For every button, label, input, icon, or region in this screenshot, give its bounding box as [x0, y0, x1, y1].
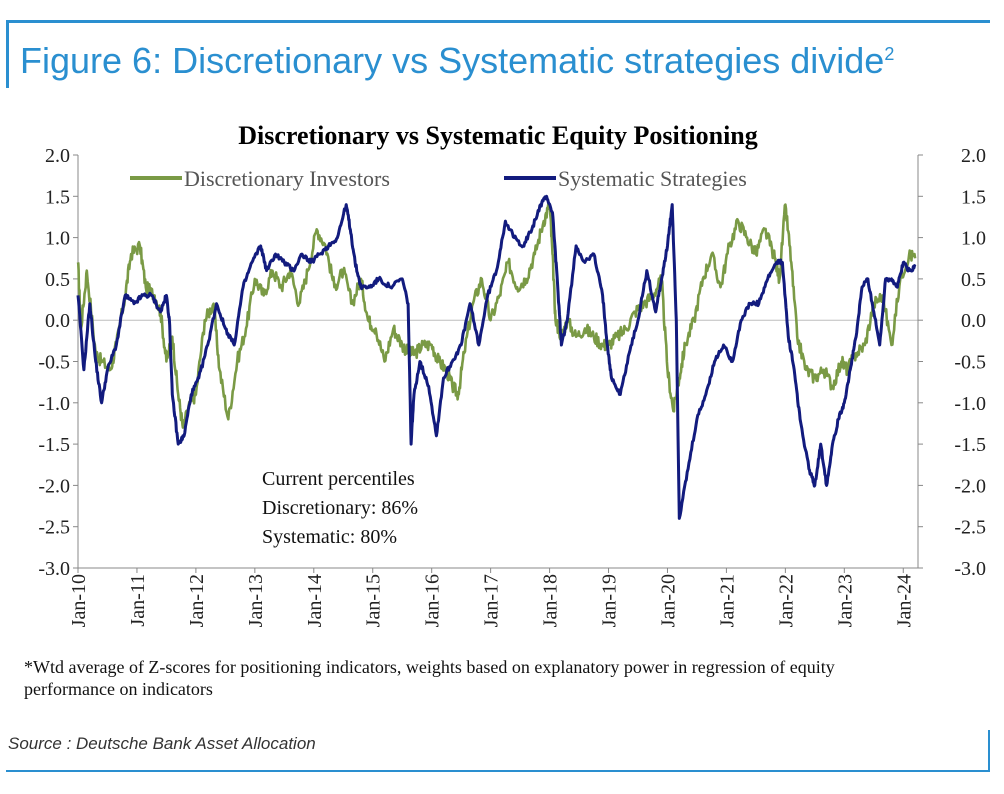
x-tick-label: Jan-11	[127, 574, 149, 627]
positioning-chart: Discretionary vs Systematic Equity Posit…	[38, 121, 986, 627]
y-tick-label-left: 0.0	[45, 310, 70, 332]
chart-title: Discretionary vs Systematic Equity Posit…	[238, 121, 758, 150]
frame-bottom-border	[6, 770, 990, 772]
y-tick-label-right: 0.0	[961, 310, 986, 332]
frame-right-border	[988, 730, 990, 772]
x-tick-label: Jan-12	[186, 574, 208, 627]
chart-series	[76, 194, 917, 520]
y-tick-label-right: 1.0	[961, 228, 986, 250]
y-tick-label-right: -2.5	[954, 517, 986, 539]
y-tick-label-right: -1.5	[954, 434, 986, 456]
legend-label-discretionary: Discretionary Investors	[184, 166, 390, 191]
y-tick-label-left: 1.0	[45, 228, 70, 250]
y-tick-label-left: 2.0	[45, 145, 70, 167]
x-tick-label: Jan-13	[245, 574, 267, 627]
x-tick-label: Jan-22	[775, 574, 797, 627]
frame-top-border	[6, 20, 990, 23]
x-tick-label: Jan-15	[363, 574, 385, 627]
annotation-heading: Current percentiles	[262, 468, 415, 490]
frame-left-border	[6, 20, 9, 88]
percentiles-annotation: Current percentiles Discretionary: 86% S…	[262, 468, 418, 548]
y-tick-label-right: -1.0	[954, 393, 986, 415]
x-tick-label: Jan-21	[716, 574, 738, 627]
y-tick-label-right: -3.0	[954, 558, 986, 580]
y-tick-label-left: -2.5	[38, 517, 70, 539]
y-tick-label-left: 0.5	[45, 269, 70, 291]
figure-title-text: Figure 6: Discretionary vs Systematic st…	[20, 40, 885, 81]
y-tick-label-right: 2.0	[961, 145, 986, 167]
figure-title: Figure 6: Discretionary vs Systematic st…	[20, 40, 894, 82]
y-tick-label-left: 1.5	[45, 186, 70, 208]
y-tick-label-left: -3.0	[38, 558, 70, 580]
y-tick-label-left: -2.0	[38, 475, 70, 497]
annotation-discretionary: Discretionary: 86%	[262, 497, 418, 519]
y-tick-label-right: 0.5	[961, 269, 986, 291]
x-tick-label: Jan-16	[422, 574, 444, 627]
legend-label-systematic: Systematic Strategies	[558, 166, 747, 191]
systematic-strategies-line	[76, 194, 917, 520]
x-tick-label: Jan-17	[481, 574, 503, 627]
x-tick-label: Jan-18	[540, 574, 562, 627]
y-tick-label-left: -0.5	[38, 352, 70, 374]
y-tick-label-left: -1.0	[38, 393, 70, 415]
x-tick-label: Jan-24	[893, 574, 915, 627]
chart-footnote: *Wtd average of Z-scores for positioning…	[24, 657, 835, 699]
figure-title-superscript: 2	[884, 44, 895, 64]
x-tick-label: Jan-20	[657, 574, 679, 627]
discretionary-investors-line	[76, 202, 917, 429]
x-tick-label: Jan-14	[304, 574, 326, 627]
x-axis-ticks: Jan-10 Jan-11 Jan-12 Jan-13 Jan-14 Jan-15 Jan-…	[68, 568, 915, 627]
y-tick-label-right: 1.5	[961, 186, 986, 208]
y-tick-label-left: -1.5	[38, 434, 70, 456]
source-note: Source : Deutsche Bank Asset Allocation	[8, 734, 316, 753]
x-tick-label: Jan-19	[599, 574, 621, 627]
y-tick-label-right: -2.0	[954, 475, 986, 497]
chart-legend: Discretionary Investors Systematic Strat…	[130, 166, 747, 191]
x-tick-label: Jan-23	[834, 574, 856, 627]
x-tick-label: Jan-10	[68, 574, 90, 627]
annotation-systematic: Systematic: 80%	[262, 526, 397, 548]
y-tick-label-right: -0.5	[954, 352, 986, 374]
y-axis-ticks: 2.0 2.0 1.5 1.5 1.0 1.0 0.5 0.5 0.0 0.0 -0.5 -0.5 -1…	[38, 145, 986, 580]
